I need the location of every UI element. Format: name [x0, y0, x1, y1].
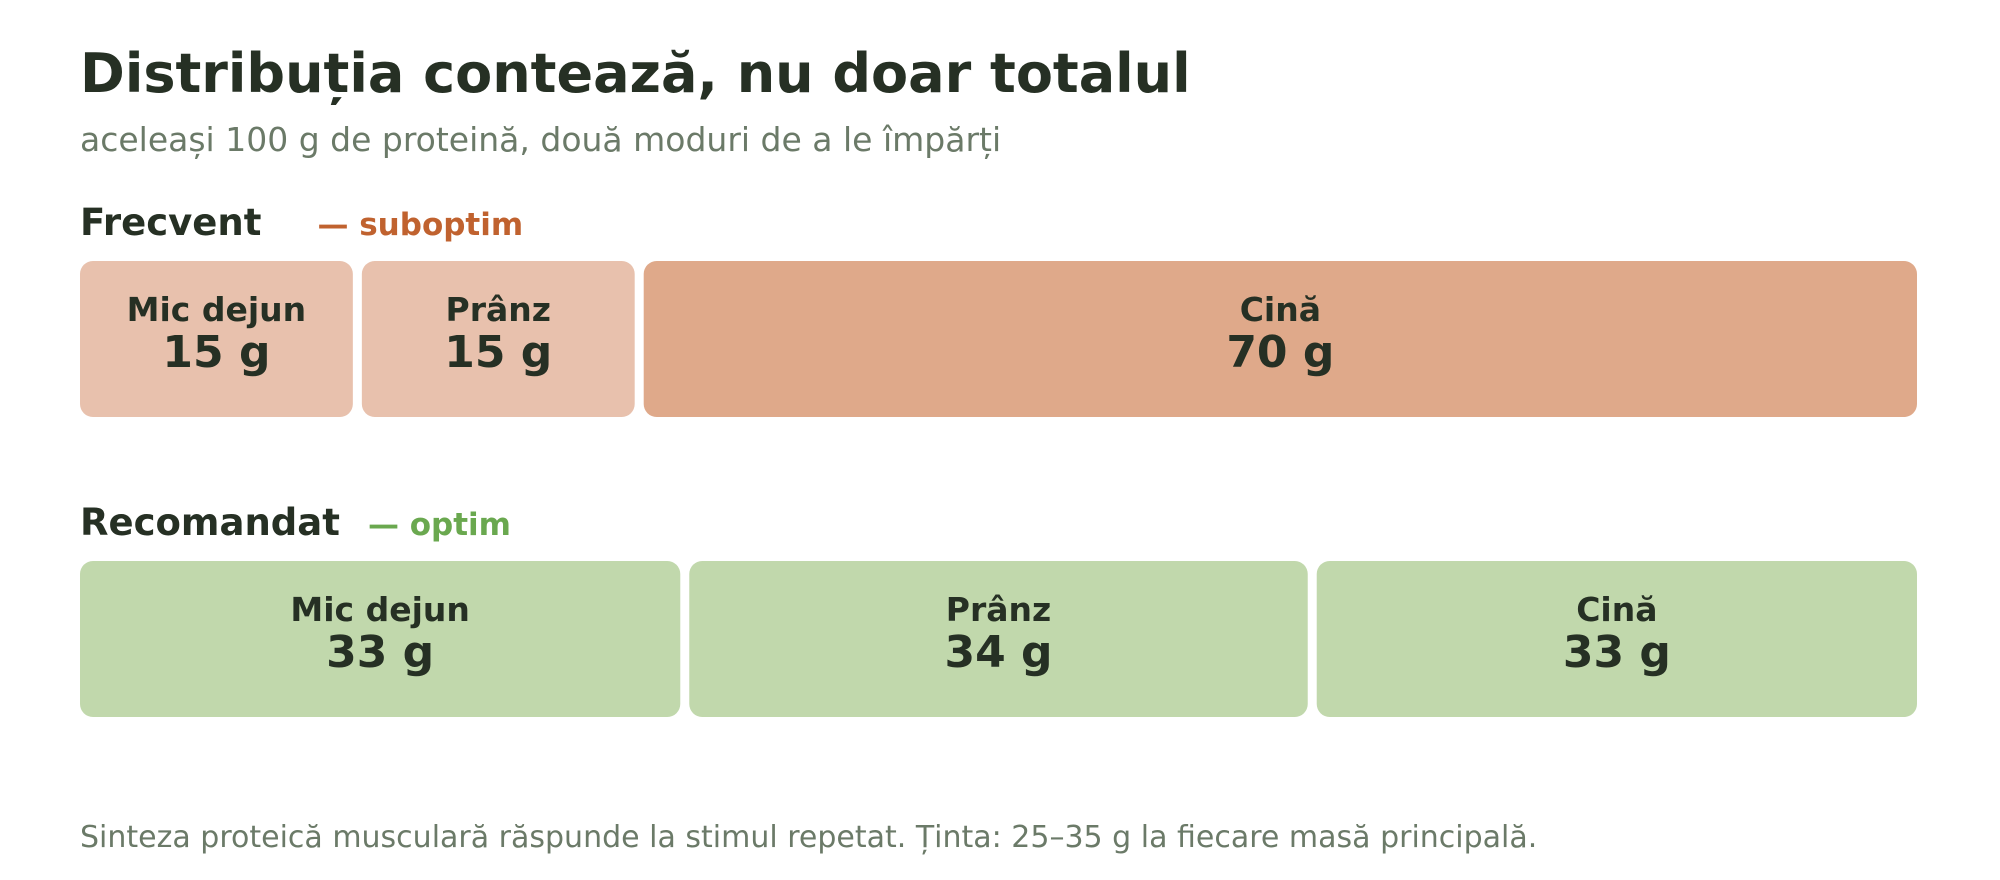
segment: [361, 261, 635, 417]
segment-value: 70 g: [1226, 327, 1334, 378]
segment-value: 33 g: [1563, 627, 1671, 678]
segment: [80, 561, 681, 717]
segment: [80, 261, 353, 417]
segment: [689, 561, 1308, 717]
segment-label: Prânz: [446, 290, 551, 329]
segment-value: 33 g: [326, 627, 434, 678]
segment-label: Mic dejun: [290, 590, 470, 629]
segment-value: 15 g: [444, 327, 552, 378]
segment-label: Prânz: [946, 590, 1051, 629]
segment-label: Cină: [1240, 290, 1321, 329]
title: Distribuția contează, nu doar totalul: [80, 42, 1191, 105]
segment-value: 15 g: [162, 327, 270, 378]
row-title: Frecvent: [80, 201, 261, 244]
subtitle: aceleași 100 g de proteină, două moduri …: [80, 120, 1001, 160]
segment: [643, 261, 1918, 417]
segment-label: Cină: [1576, 590, 1657, 629]
segment-label: Mic dejun: [127, 290, 307, 329]
row-status: — optim: [368, 507, 511, 543]
segment-value: 34 g: [944, 627, 1052, 678]
note: Sinteza proteică musculară răspunde la s…: [80, 820, 1537, 855]
row-title: Recomandat: [80, 501, 340, 544]
segment: [1316, 561, 1917, 717]
row-status: — suboptim: [317, 207, 523, 243]
